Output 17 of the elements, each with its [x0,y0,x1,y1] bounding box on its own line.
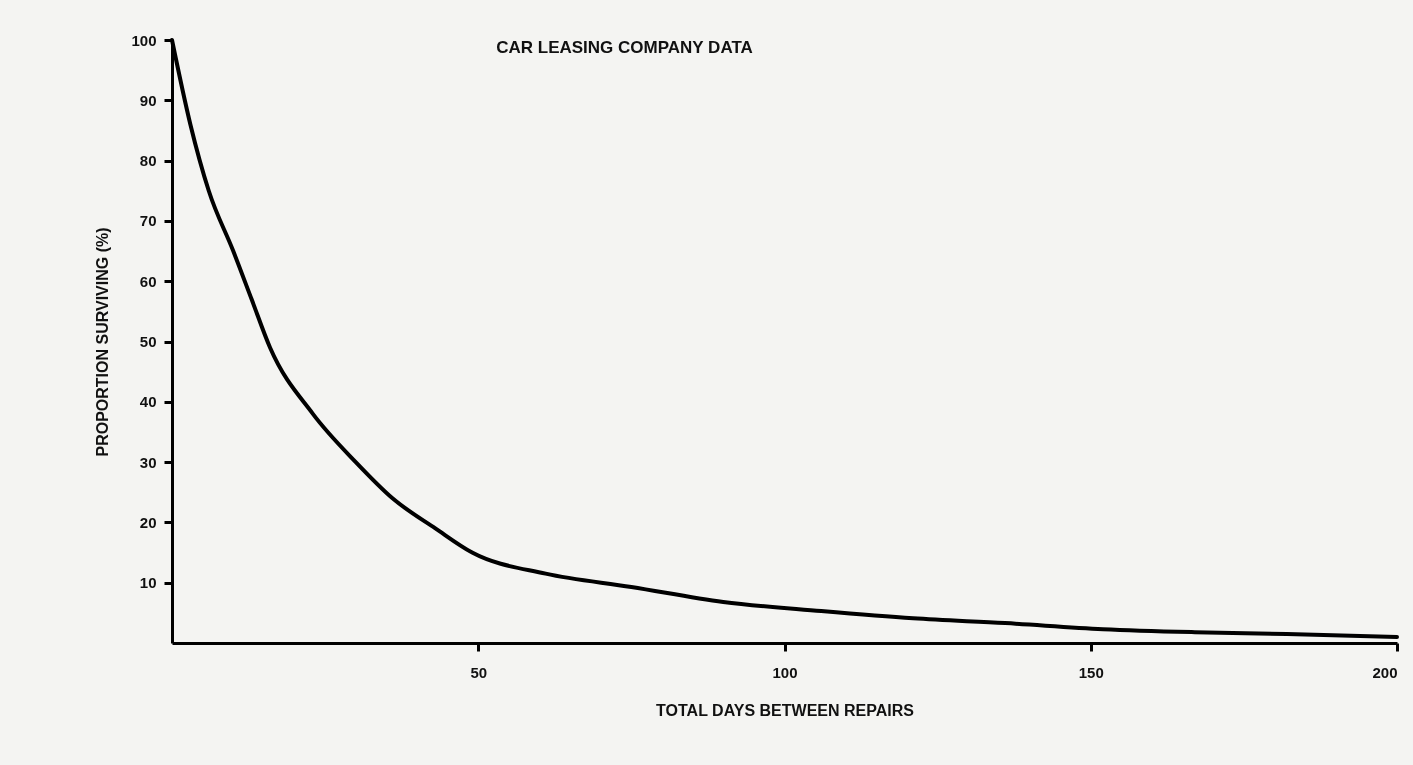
x-tick-label: 50 [470,663,488,681]
chart-title: CAR LEASING COMPANY DATA [496,38,753,57]
x-tick-label: 200 [1372,663,1398,681]
y-tick-label: 80 [139,152,157,170]
x-tick-label: 100 [772,663,798,681]
y-tick-label: 100 [131,31,157,49]
y-tick-label: 70 [139,212,157,230]
y-tick-label: 40 [139,393,157,411]
x-tick-label: 150 [1078,663,1104,681]
y-tick-label: 30 [139,453,157,471]
y-tick-label: 60 [139,272,157,290]
y-axis-title: PROPORTION SURVIVING (%) [94,227,112,457]
x-axis-title: TOTAL DAYS BETWEEN REPAIRS [656,701,915,719]
y-tick-label: 50 [139,333,157,350]
y-tick-label: 90 [139,91,157,109]
y-tick-label: 10 [139,574,157,592]
y-tick-label: 20 [139,513,157,531]
